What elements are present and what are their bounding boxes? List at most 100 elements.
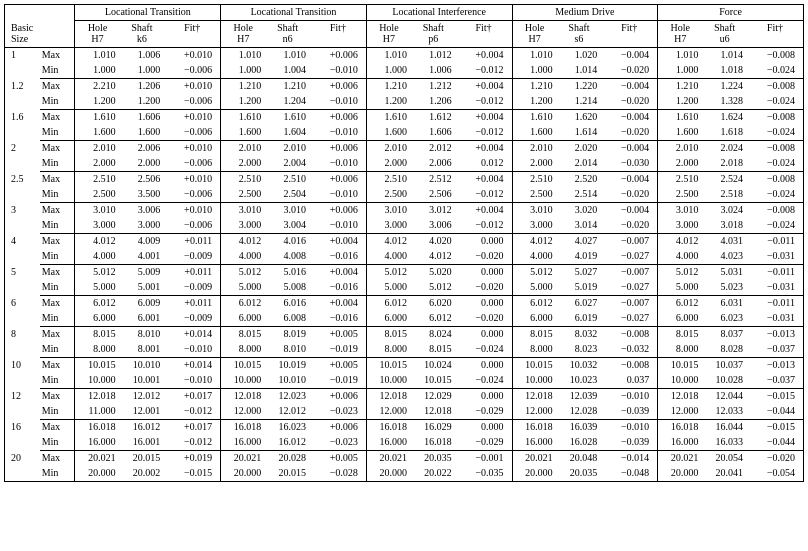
shaft-value: 1.604 — [265, 125, 310, 141]
fit-value: 0.000 — [456, 296, 512, 312]
shaft-value: 20.022 — [411, 466, 456, 482]
hole-value: 5.012 — [221, 265, 266, 281]
hole-value: 1.210 — [512, 79, 557, 95]
basic-size-header: Basic Size — [5, 5, 75, 48]
hole-value: 1.000 — [366, 63, 411, 79]
fit-value: −0.011 — [747, 265, 804, 281]
fit-value: 0.000 — [456, 358, 512, 374]
hole-value: 12.018 — [658, 389, 703, 405]
shaft-value: 1.006 — [120, 48, 165, 64]
fit-value: −0.010 — [310, 218, 366, 234]
shaft-value: 10.023 — [557, 373, 602, 389]
fit-value: −0.009 — [164, 280, 220, 296]
hole-value: 1.600 — [75, 125, 120, 141]
hole-value: 12.000 — [658, 404, 703, 420]
max-label: Max — [40, 141, 75, 157]
shaft-value: 5.008 — [265, 280, 310, 296]
hole-value: 1.000 — [658, 63, 703, 79]
hole-value: 2.500 — [221, 187, 266, 203]
shaft-value: 8.028 — [702, 342, 747, 358]
hole-value: 3.000 — [658, 218, 703, 234]
fit-value: −0.007 — [601, 234, 657, 250]
hole-value: 16.000 — [75, 435, 120, 451]
hole-value: 8.000 — [512, 342, 557, 358]
hole-value: 6.000 — [75, 311, 120, 327]
hole-value: 1.200 — [366, 94, 411, 110]
shaft-value: 1.610 — [265, 110, 310, 126]
shaft-value: 5.027 — [557, 265, 602, 281]
fit-value: −0.027 — [601, 249, 657, 265]
fit-value: −0.024 — [747, 156, 804, 172]
hole-value: 2.000 — [75, 156, 120, 172]
hole-value: 2.500 — [512, 187, 557, 203]
shaft-value: 5.012 — [411, 280, 456, 296]
max-label: Max — [40, 234, 75, 250]
basic-size: 1.6 — [5, 110, 40, 141]
hole-value: 16.000 — [512, 435, 557, 451]
fit-value: −0.020 — [601, 63, 657, 79]
shaft-value: 2.010 — [265, 141, 310, 157]
shaft-value: 16.023 — [265, 420, 310, 436]
shaft-value: 5.023 — [702, 280, 747, 296]
shaft-value: 1.206 — [411, 94, 456, 110]
hole-value: 10.000 — [75, 373, 120, 389]
hole-value: 16.018 — [512, 420, 557, 436]
hole-value: 12.018 — [75, 389, 120, 405]
min-label: Min — [40, 187, 75, 203]
shaft-value: 3.014 — [557, 218, 602, 234]
fit-value: +0.006 — [310, 203, 366, 219]
hole-value: 2.000 — [512, 156, 557, 172]
fit-value: 0.037 — [601, 373, 657, 389]
fit-value: −0.044 — [747, 404, 804, 420]
shaft-value: 3.020 — [557, 203, 602, 219]
group-header: Locational Transition — [221, 5, 367, 21]
hole-header: HoleH7 — [658, 21, 703, 48]
hole-value: 16.000 — [658, 435, 703, 451]
shaft-value: 16.012 — [120, 420, 165, 436]
hole-value: 10.015 — [366, 358, 411, 374]
hole-value: 8.015 — [658, 327, 703, 343]
hole-value: 4.000 — [366, 249, 411, 265]
hole-header: HoleH7 — [512, 21, 557, 48]
shaft-value: 20.015 — [265, 466, 310, 482]
hole-value: 20.021 — [75, 451, 120, 467]
shaft-value: 6.016 — [265, 296, 310, 312]
hole-value: 5.000 — [658, 280, 703, 296]
fit-value: −0.039 — [601, 404, 657, 420]
fit-value: +0.014 — [164, 358, 220, 374]
shaft-value: 8.023 — [557, 342, 602, 358]
hole-value: 6.012 — [512, 296, 557, 312]
shaft-value: 1.004 — [265, 63, 310, 79]
min-label: Min — [40, 373, 75, 389]
shaft-header: Shaftk6 — [120, 21, 165, 48]
fit-value: −0.020 — [601, 187, 657, 203]
hole-value: 2.510 — [512, 172, 557, 188]
fit-value: −0.023 — [310, 404, 366, 420]
fit-value: −0.027 — [601, 311, 657, 327]
shaft-value: 12.039 — [557, 389, 602, 405]
shaft-value: 12.033 — [702, 404, 747, 420]
hole-value: 8.015 — [221, 327, 266, 343]
max-label: Max — [40, 296, 75, 312]
shaft-value: 1.014 — [557, 63, 602, 79]
fit-value: −0.008 — [747, 79, 804, 95]
hole-value: 2.500 — [658, 187, 703, 203]
fit-value: −0.012 — [456, 125, 512, 141]
shaft-value: 1.614 — [557, 125, 602, 141]
hole-value: 1.210 — [366, 79, 411, 95]
hole-header: HoleH7 — [366, 21, 411, 48]
fit-value: −0.044 — [747, 435, 804, 451]
hole-value: 12.000 — [366, 404, 411, 420]
fit-value: +0.011 — [164, 265, 220, 281]
hole-value: 12.018 — [221, 389, 266, 405]
shaft-value: 16.018 — [411, 435, 456, 451]
shaft-value: 3.024 — [702, 203, 747, 219]
hole-header: HoleH7 — [221, 21, 266, 48]
fit-value: −0.012 — [164, 435, 220, 451]
shaft-value: 1.010 — [265, 48, 310, 64]
fit-value: +0.006 — [310, 110, 366, 126]
fit-value: +0.010 — [164, 172, 220, 188]
fit-value: −0.032 — [601, 342, 657, 358]
hole-value: 2.010 — [512, 141, 557, 157]
fit-value: −0.001 — [456, 451, 512, 467]
